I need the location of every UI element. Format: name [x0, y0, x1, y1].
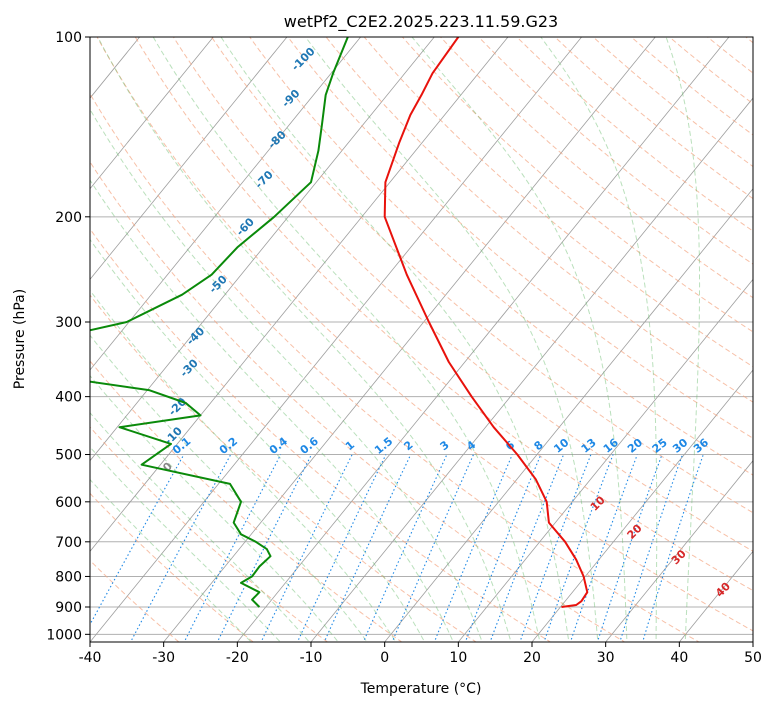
y-tick-label: 500 [55, 448, 82, 464]
mixing-ratio-line [569, 454, 638, 642]
dry-adiabat-line [90, 294, 477, 642]
x-tick-label: 30 [597, 650, 615, 666]
y-tick-label: 100 [55, 30, 82, 46]
dry-adiabat-line [90, 492, 254, 642]
x-tick-label: -40 [79, 650, 102, 666]
moist-adiabat-line [90, 411, 310, 642]
moist-adiabat-line [97, 37, 512, 642]
moist-adiabat-line [305, 37, 599, 642]
dry-adiabat-line [325, 37, 753, 403]
mixing-ratio-line [296, 454, 387, 642]
isotherm-line [90, 37, 361, 371]
chart-title: wetPf2_C2E2.2025.223.11.59.G23 [284, 12, 558, 32]
mixing-ratio-lines [90, 454, 704, 642]
mixing-ratio-line [464, 454, 542, 642]
x-axis: -40 -30 -20 -10 0 10 20 30 40 50 [79, 642, 762, 666]
dry-adiabat-line [211, 37, 753, 514]
mixing-ratio-line [543, 454, 614, 642]
mixing-ratio-line [129, 454, 232, 642]
moist-adiabat-line [90, 238, 426, 642]
dry-adiabats [90, 37, 753, 642]
moist-adiabat-line [90, 478, 252, 642]
plot-frame [89, 36, 754, 643]
isotherm-line [237, 37, 730, 642]
dry-adiabat-line [90, 92, 700, 642]
dry-adiabat-line [439, 37, 753, 299]
y-tick-label: 900 [55, 600, 82, 616]
isotherm-line [90, 37, 582, 642]
y-tick-label: 600 [55, 495, 82, 511]
y-tick-label: 800 [55, 569, 82, 585]
sounding-profiles [90, 37, 589, 608]
isotherm-line [310, 97, 753, 642]
y-tick-label: 400 [55, 390, 82, 406]
x-tick-label: -30 [152, 650, 175, 666]
moist-adiabat-line [411, 37, 628, 642]
moist-adiabat-line [220, 37, 570, 642]
dry-adiabat-line [90, 228, 552, 642]
mixing-ratio-line [619, 454, 684, 642]
isotherm-line [90, 37, 288, 281]
y-axis: 100 200 300 400 500 600 700 800 900 1000 [46, 30, 90, 643]
isobar-grid [90, 37, 753, 635]
isotherm-line [163, 37, 656, 642]
mixing-ratio-line [642, 454, 704, 642]
mixing-ratio-line [596, 454, 663, 642]
dry-adiabat-line [287, 37, 753, 439]
x-tick-label: 0 [380, 650, 389, 666]
x-tick-label: 50 [744, 650, 762, 666]
dry-adiabat-line [172, 37, 753, 552]
plot-area: 0.1 0.2 0.4 0.6 1 1.5 2 3 4 6 8 10 13 16 20 25 30 36-100-… [90, 37, 753, 642]
x-tick-label: 40 [670, 650, 688, 666]
y-axis-label: Pressure (hPa) [12, 289, 28, 389]
moist-adiabat-line [90, 446, 281, 642]
moist-adiabat-line [665, 37, 701, 642]
dry-adiabat-line [90, 161, 626, 642]
y-tick-label: 300 [55, 315, 82, 331]
y-tick-label: 1000 [46, 627, 82, 643]
dewpoint-profile-line [90, 37, 349, 608]
moist-adiabat-line [90, 108, 483, 642]
mixing-ratio-line [489, 454, 565, 642]
isotherm-line [384, 188, 753, 642]
mixing-ratio-line [260, 454, 353, 642]
moist-adiabat-line [90, 334, 368, 642]
isotherm-line [90, 37, 214, 190]
dry-adiabat-line [401, 37, 753, 333]
moist-adiabats [90, 37, 701, 642]
mixing-ratio-line [183, 454, 282, 642]
skewed-isotherms [90, 37, 753, 642]
x-tick-label: -10 [300, 650, 323, 666]
isotherm-line [605, 460, 753, 642]
isotherm-line [90, 37, 509, 552]
dry-adiabat-line [90, 559, 180, 642]
x-tick-label: 20 [523, 650, 541, 666]
x-axis-label: Temperature (°C) [360, 681, 482, 697]
mixing-ratio-line [433, 454, 513, 642]
x-tick-label: -20 [226, 650, 249, 666]
isotherm-line [531, 369, 753, 642]
isotherm-line [458, 278, 753, 642]
dry-adiabat-line [90, 426, 329, 642]
moist-adiabat-line [90, 179, 454, 642]
x-tick-label: 10 [449, 650, 467, 666]
moist-adiabat-line [90, 289, 397, 642]
dry-adiabat-line [90, 360, 403, 642]
temperature-profile-line [383, 37, 589, 608]
moist-adiabat-line [152, 37, 541, 642]
y-tick-label: 200 [55, 210, 82, 226]
isotherm-line [90, 37, 435, 462]
mixing-ratio-line [519, 454, 592, 642]
moist-adiabat-line [540, 37, 658, 642]
y-tick-label: 700 [55, 535, 82, 551]
